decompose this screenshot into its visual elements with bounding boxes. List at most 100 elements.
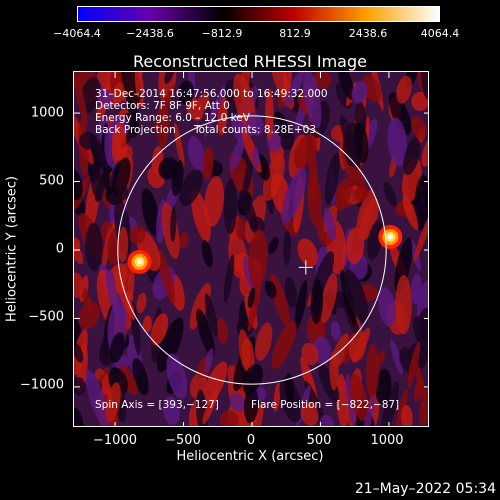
heatmap-blob xyxy=(388,92,412,136)
heatmap-blob xyxy=(109,332,125,363)
heatmap-blob xyxy=(202,387,219,425)
y-tick-label: −1000 xyxy=(20,377,64,393)
heatmap-blob xyxy=(134,72,141,98)
heatmap-blob xyxy=(375,368,392,405)
heatmap-blob xyxy=(170,206,177,242)
heatmap-blob xyxy=(191,189,211,243)
heatmap-blob xyxy=(74,342,84,363)
heatmap-blob xyxy=(119,364,138,396)
heatmap-blob xyxy=(74,407,84,426)
heatmap-blob xyxy=(387,117,407,167)
heatmap-blob xyxy=(380,381,399,426)
heatmap-blob xyxy=(284,72,305,108)
method-label: Back Projection xyxy=(95,124,176,136)
heatmap-blob xyxy=(223,178,238,235)
heatmap-blob xyxy=(348,331,367,362)
heatmap-blob xyxy=(411,92,428,111)
heatmap-blob xyxy=(284,276,297,308)
heatmap-blob xyxy=(366,343,380,399)
x-axis-label: Heliocentric X (arcsec) xyxy=(176,449,324,464)
heatmap-blob xyxy=(323,208,337,241)
heatmap-blob xyxy=(187,136,206,173)
heatmap-blob xyxy=(120,72,141,106)
heatmap-blob xyxy=(115,185,129,202)
chart-title: Reconstructed RHESSI Image xyxy=(133,52,367,71)
heatmap-blob xyxy=(394,237,413,294)
heatmap-blob xyxy=(268,236,279,255)
heatmap-blob xyxy=(383,182,397,208)
flare-source-1 xyxy=(387,234,393,240)
heatmap-blob xyxy=(312,72,332,89)
x-tick-label: 500 xyxy=(306,433,332,448)
heatmap-blob xyxy=(284,373,295,404)
heatmap-blob xyxy=(203,361,228,406)
heatmap-blob xyxy=(179,169,203,207)
y-tick-label: −500 xyxy=(28,309,64,325)
heatmap-blob xyxy=(171,160,184,197)
heatmap-blob xyxy=(421,133,428,167)
colorbar-tick: −812.9 xyxy=(201,27,243,40)
heatmap-blob xyxy=(336,374,349,426)
heatmap-blob xyxy=(117,226,129,263)
y-tick-label: 500 xyxy=(39,173,64,189)
heatmap-blob xyxy=(247,274,263,332)
heatmap-blob xyxy=(97,89,116,108)
heatmap-blob xyxy=(307,174,322,227)
heatmap-blob xyxy=(329,350,339,391)
heatmap-blob xyxy=(196,389,208,426)
heatmap-blob xyxy=(246,402,264,426)
heatmap-blob xyxy=(164,72,176,84)
heatmap-blob xyxy=(249,216,265,234)
heatmap-blob xyxy=(248,229,268,289)
plot-area: 31–Dec–2014 16:47:56.000 to 16:49:32.000… xyxy=(73,71,429,427)
heatmap-blob xyxy=(173,122,185,168)
heatmap-blob xyxy=(136,292,147,314)
heatmap-blob xyxy=(334,178,352,212)
y-tick-label: 0 xyxy=(55,241,64,257)
heatmap-blob xyxy=(238,329,251,371)
y-axis-label: Heliocentric Y (arcsec) xyxy=(4,176,20,322)
spin-axis-label: Spin Axis = [393,−127] xyxy=(95,399,219,411)
heatmap-blob xyxy=(354,185,370,202)
heatmap-blob xyxy=(105,382,121,422)
heatmap-blob xyxy=(156,317,184,373)
heatmap-blob xyxy=(178,80,195,106)
heatmap-blob xyxy=(280,130,295,151)
heatmap-blob xyxy=(407,341,421,389)
heatmap-blob xyxy=(283,230,291,266)
heatmap-blob xyxy=(196,308,215,358)
heatmap-blob xyxy=(132,357,149,396)
heatmap-blob xyxy=(252,146,260,169)
heatmap-blob xyxy=(150,313,169,346)
heatmap-blob xyxy=(351,80,368,104)
heatmap-blob xyxy=(74,72,88,126)
y-tick-label: 1000 xyxy=(30,105,64,121)
heatmap-image xyxy=(74,72,428,426)
heatmap-blob xyxy=(264,280,277,298)
heatmap-blob xyxy=(78,301,100,330)
heatmap-blob xyxy=(402,196,419,230)
heatmap-blob xyxy=(129,225,146,244)
heatmap-blob xyxy=(114,122,127,165)
colorbar-tick: 2438.6 xyxy=(348,27,388,40)
colorbar-tick: 812.9 xyxy=(279,27,311,40)
heatmap-blob xyxy=(303,72,322,129)
heatmap-blob xyxy=(344,269,369,323)
heatmap-blob xyxy=(395,275,412,335)
heatmap-blob xyxy=(230,137,245,171)
heatmap-blob xyxy=(113,269,135,321)
heatmap-blob xyxy=(204,176,225,227)
heatmap-blob xyxy=(390,339,403,375)
heatmap-blob xyxy=(179,231,189,249)
heatmap-blob xyxy=(345,373,356,425)
heatmap-blob xyxy=(91,169,105,199)
heatmap-blob xyxy=(157,249,176,304)
heatmap-blob xyxy=(273,382,281,413)
heatmap-blob xyxy=(74,272,84,298)
heatmap-blob xyxy=(74,238,84,265)
heatmap-blob xyxy=(410,116,427,140)
colorbar-tick: 4064.4 xyxy=(420,27,460,40)
total-counts-label: Total counts: 8.28E+03 xyxy=(194,124,317,136)
energy-range-label: Energy Range: 6.0 – 12.0 keV xyxy=(95,112,250,124)
heatmap-blob xyxy=(215,318,229,344)
